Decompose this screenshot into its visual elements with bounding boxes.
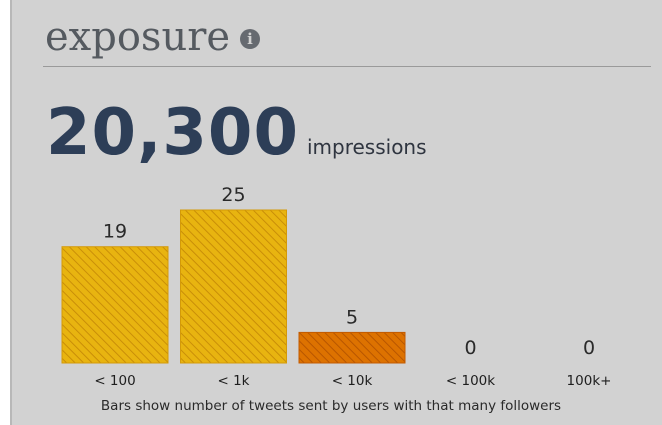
category-label-4: 100k+	[567, 373, 612, 389]
bar-value-label-4: 0	[583, 337, 595, 359]
category-label-0: < 100	[94, 373, 135, 389]
bars-group	[61, 209, 406, 364]
category-label-3: < 100k	[446, 373, 495, 389]
chart-footnote: Bars show number of tweets sent by users…	[100, 398, 562, 414]
bar-value-label-1: 25	[221, 184, 245, 206]
impressions-count: 20,300	[46, 96, 299, 170]
bar-1	[180, 209, 287, 364]
title-row: exposure i	[45, 14, 260, 60]
value-labels-group: 19 25 5 0 0	[103, 184, 595, 359]
impressions-label: impressions	[306, 135, 427, 159]
widget-title: exposure	[45, 14, 230, 60]
bar-value-label-2: 5	[346, 306, 358, 328]
info-icon[interactable]: i	[240, 29, 260, 49]
title-divider	[43, 66, 651, 67]
bar-value-label-0: 19	[103, 221, 127, 243]
category-label-1: < 1k	[217, 373, 249, 389]
bar-0	[61, 246, 169, 364]
category-label-2: < 10k	[332, 373, 373, 389]
impressions-headline: 20,300 impressions	[46, 96, 427, 170]
bar-value-label-3: 0	[464, 337, 476, 359]
bar-2	[298, 331, 406, 364]
category-labels-group: < 100 < 1k < 10k < 100k 100k+	[94, 373, 611, 389]
